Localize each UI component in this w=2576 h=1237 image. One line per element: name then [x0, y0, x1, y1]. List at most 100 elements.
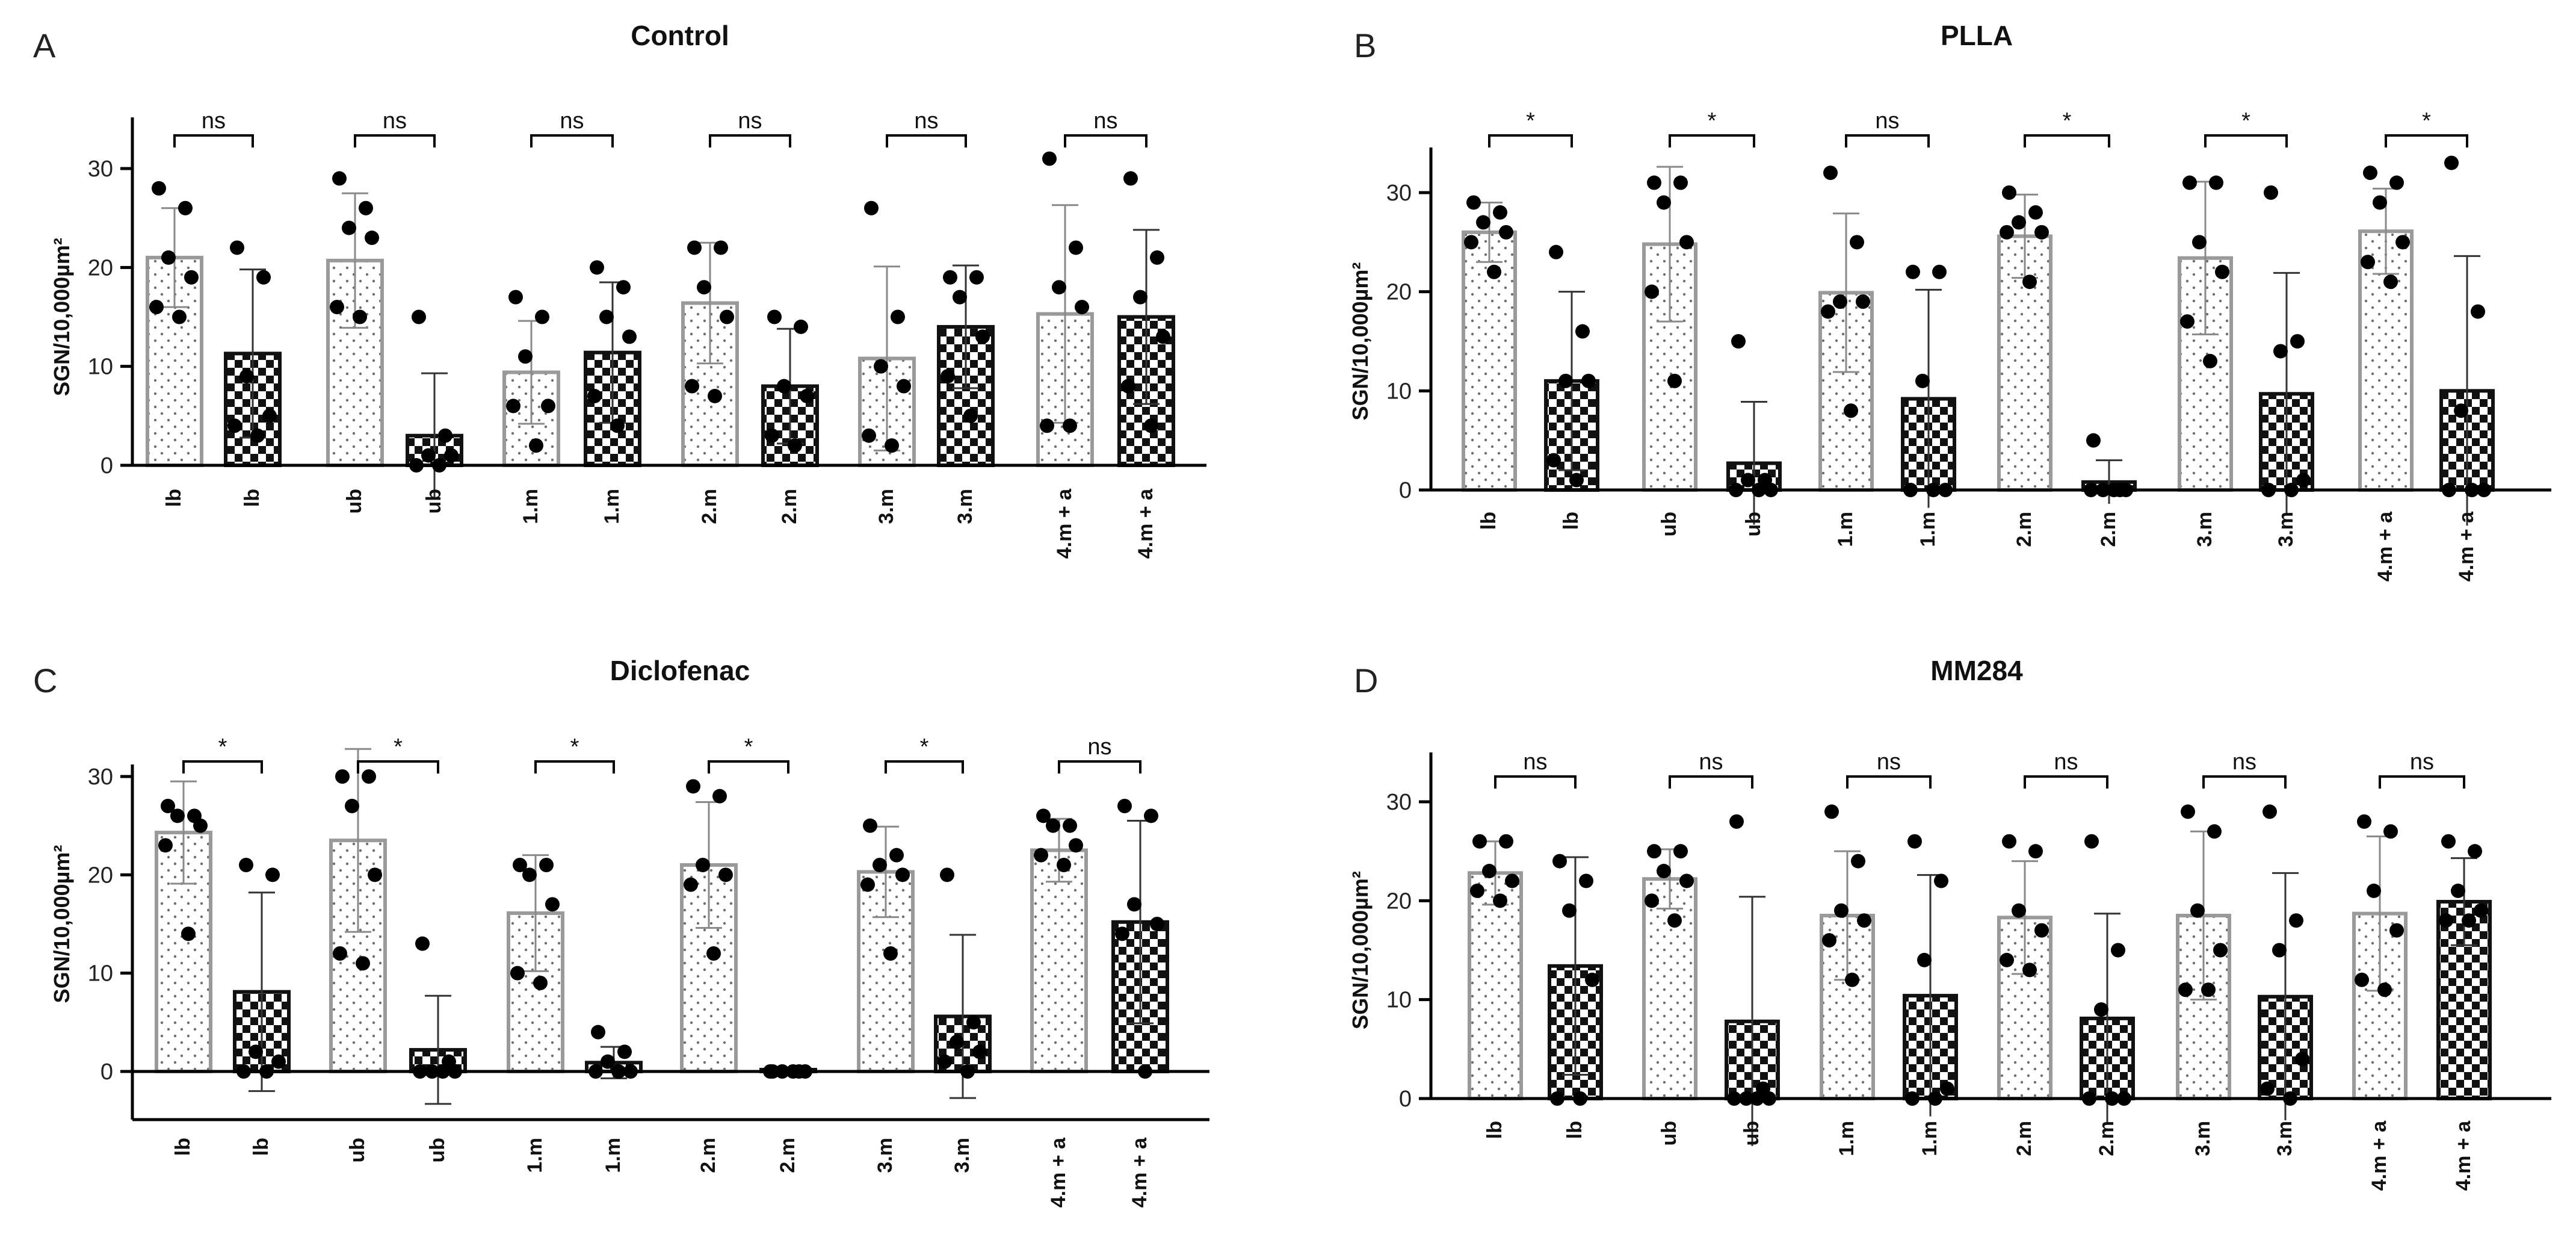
data-point	[249, 1044, 263, 1059]
x-tick-label: 2.m	[698, 489, 721, 524]
x-tick-label: 1.m	[1918, 1121, 1941, 1156]
data-point	[2383, 274, 2398, 290]
significance-label: *	[1526, 108, 1535, 134]
x-tick-label: ub	[426, 1138, 449, 1163]
data-point	[706, 946, 721, 961]
x-tick-label: ub	[346, 1138, 369, 1163]
data-point	[1552, 854, 1567, 869]
significance-bracket	[2204, 134, 2288, 147]
data-point	[412, 309, 426, 324]
data-point	[529, 438, 543, 453]
bar	[857, 870, 915, 1074]
significance-bracket	[1058, 760, 1141, 774]
significance-bracket	[2379, 775, 2465, 789]
data-point	[1645, 284, 1659, 299]
x-tick-label: 2.m	[2095, 1121, 2118, 1156]
data-point	[522, 867, 537, 882]
significance-label: ns	[2054, 749, 2078, 775]
data-point	[2355, 972, 2369, 987]
data-point	[1115, 926, 1129, 941]
data-point	[2086, 433, 2101, 448]
data-point	[330, 300, 344, 315]
data-point	[2296, 473, 2311, 488]
x-tick-label: 3.m	[2193, 512, 2216, 547]
data-point	[1036, 808, 1051, 823]
data-point	[1741, 473, 1755, 488]
significance-bracket	[1064, 134, 1147, 147]
x-tick-label: 4.m + a	[2368, 1120, 2391, 1191]
x-tick-label: 2.m	[697, 1138, 720, 1173]
data-point	[362, 769, 376, 784]
data-point	[950, 1035, 964, 1049]
data-point	[535, 309, 549, 324]
data-point	[2451, 883, 2465, 898]
data-point	[2192, 235, 2207, 250]
data-point	[616, 280, 631, 295]
data-point	[860, 877, 875, 892]
data-point	[193, 818, 208, 833]
panel-label: B	[1354, 26, 1376, 64]
data-point	[1562, 903, 1577, 918]
data-point	[2468, 844, 2482, 859]
data-point	[1046, 818, 1060, 833]
y-tick-label: 10	[1386, 379, 1412, 404]
data-point	[1150, 917, 1164, 931]
data-point	[2290, 334, 2305, 349]
significance-label: *	[570, 734, 579, 760]
data-point	[794, 319, 808, 334]
data-point	[2034, 225, 2049, 240]
data-point	[359, 200, 373, 215]
data-point	[2389, 923, 2404, 938]
data-point	[966, 1015, 981, 1030]
chart-title: MM284	[1930, 655, 2023, 686]
data-point	[800, 388, 814, 403]
y-tick-label: 10	[88, 961, 113, 987]
significance-bracket	[2385, 134, 2468, 147]
significance-bracket	[2024, 775, 2108, 789]
x-tick-label: lb	[171, 1138, 194, 1156]
data-point	[895, 867, 910, 882]
data-point	[2439, 913, 2453, 928]
data-point	[975, 329, 990, 344]
data-point	[2203, 353, 2217, 368]
x-tick-label: 3.m	[951, 1138, 974, 1173]
x-tick-label: 1.m	[519, 489, 542, 524]
significance-label: ns	[2232, 749, 2256, 775]
data-point	[2357, 814, 2371, 829]
data-point	[1915, 373, 1930, 388]
data-point	[2002, 834, 2016, 849]
data-point	[601, 1054, 615, 1069]
data-point	[1034, 848, 1048, 863]
data-point	[2034, 923, 2049, 938]
data-point	[1466, 195, 1481, 210]
data-point	[864, 200, 879, 215]
chart-panel-d: D MM284 SGN/10,000µm² 0 10 20 30 lb lb ub ub 1.m 1.m…	[1348, 655, 2551, 1191]
data-point	[415, 936, 430, 951]
data-point	[1834, 903, 1849, 918]
data-point	[963, 408, 978, 423]
x-tick-label: ub	[1742, 512, 1765, 537]
data-point	[1822, 933, 1836, 948]
data-point	[2262, 804, 2277, 819]
data-point	[684, 877, 698, 892]
data-point	[617, 1044, 632, 1059]
data-point	[1493, 893, 1507, 908]
data-point	[685, 379, 699, 394]
x-tick-label: 4.m + a	[2455, 511, 2478, 581]
data-point	[1123, 171, 1138, 186]
data-point	[718, 867, 733, 882]
data-point	[1823, 166, 1838, 181]
data-point	[1657, 864, 1671, 879]
data-point	[1499, 225, 1513, 240]
data-point	[335, 769, 350, 784]
data-point	[227, 418, 242, 433]
data-point	[1558, 373, 1573, 388]
x-tick-label: 2.m	[2013, 512, 2036, 547]
significance-label: *	[2422, 108, 2431, 134]
y-tick-label: 0	[100, 453, 113, 479]
data-point	[172, 309, 187, 324]
data-point	[250, 428, 265, 443]
data-point	[2201, 982, 2216, 997]
data-point	[2012, 215, 2026, 230]
significance-label: *	[394, 734, 403, 760]
